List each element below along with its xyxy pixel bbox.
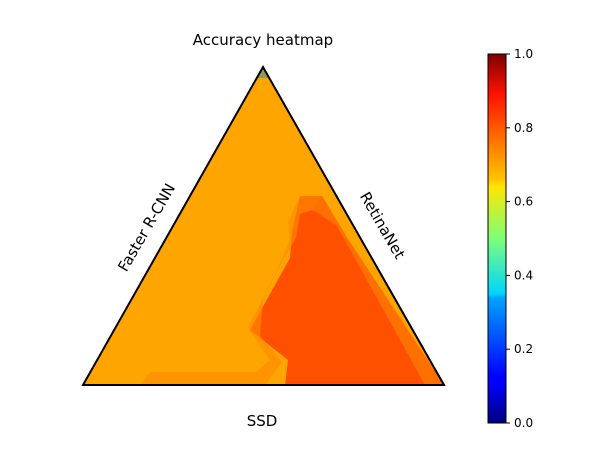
ternary-plot xyxy=(83,67,444,385)
heat-region-red-orange xyxy=(250,196,444,385)
colorbar-gradient xyxy=(487,53,507,424)
colorbar-ticks: 0.0 0.2 0.4 0.6 0.8 1.0 xyxy=(506,47,533,430)
colorbar-tick-label: 0.6 xyxy=(514,195,533,209)
axis-label-bottom: SSD xyxy=(247,412,278,430)
heat-edge-band xyxy=(313,196,444,385)
colorbar-tick-label: 0.0 xyxy=(514,416,533,430)
triangle-frame xyxy=(81,64,446,386)
chart-title: Accuracy heatmap xyxy=(193,31,333,49)
colorbar-tick-label: 0.2 xyxy=(514,342,533,356)
colorbar: 0.0 0.2 0.4 0.6 0.8 1.0 xyxy=(487,47,533,430)
colorbar-tick-label: 0.4 xyxy=(514,268,533,282)
colorbar-tick-label: 1.0 xyxy=(514,47,533,61)
heat-apex-cell xyxy=(257,67,269,78)
colorbar-tick-label: 0.8 xyxy=(514,121,533,135)
